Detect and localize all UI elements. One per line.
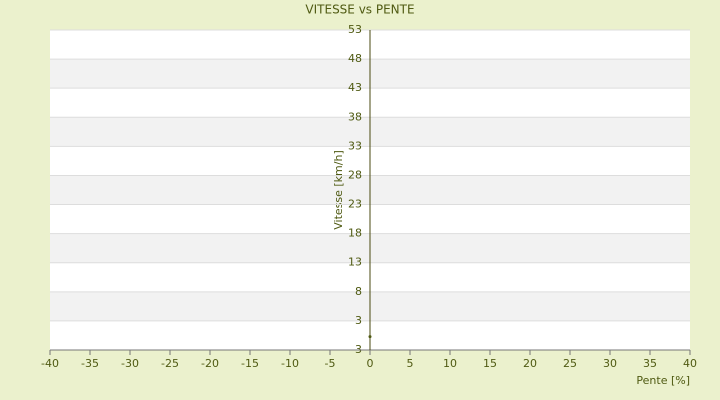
y-tick-label: 33 <box>348 139 362 152</box>
x-tick-label: -5 <box>325 357 336 370</box>
x-tick-label: 5 <box>407 357 414 370</box>
x-tick-label: 20 <box>523 357 537 370</box>
y-tick-label: 43 <box>348 81 362 94</box>
chart-title: VITESSE vs PENTE <box>305 3 414 17</box>
x-tick-label: 15 <box>483 357 497 370</box>
y-tick-label: 18 <box>348 227 362 240</box>
y-tick-label: 28 <box>348 168 362 181</box>
y-tick-label: 53 <box>348 23 362 36</box>
x-tick-label: 10 <box>443 357 457 370</box>
x-tick-label: 25 <box>563 357 577 370</box>
y-tick-label: 38 <box>348 110 362 123</box>
y-tick-label: 8 <box>355 285 362 298</box>
x-tick-label: -35 <box>81 357 99 370</box>
x-tick-label: 40 <box>683 357 697 370</box>
y-tick-label: 13 <box>348 256 362 269</box>
x-tick-label: -15 <box>241 357 259 370</box>
y-tick-label: 48 <box>348 52 362 65</box>
y-tick-label: 3 <box>355 314 362 327</box>
x-tick-label: -25 <box>161 357 179 370</box>
point <box>368 335 372 339</box>
x-tick-label: 0 <box>367 357 374 370</box>
x-tick-label: -20 <box>201 357 219 370</box>
y-tick-label: 23 <box>348 198 362 211</box>
x-tick-label: -30 <box>121 357 139 370</box>
x-tick-label: 30 <box>603 357 617 370</box>
x-tick-label: -10 <box>281 357 299 370</box>
x-axis-label: Pente [%] <box>636 374 690 387</box>
x-tick-label: -40 <box>41 357 59 370</box>
x-tick-label: 35 <box>643 357 657 370</box>
y-axis-label: Vitesse [km/h] <box>332 150 345 230</box>
